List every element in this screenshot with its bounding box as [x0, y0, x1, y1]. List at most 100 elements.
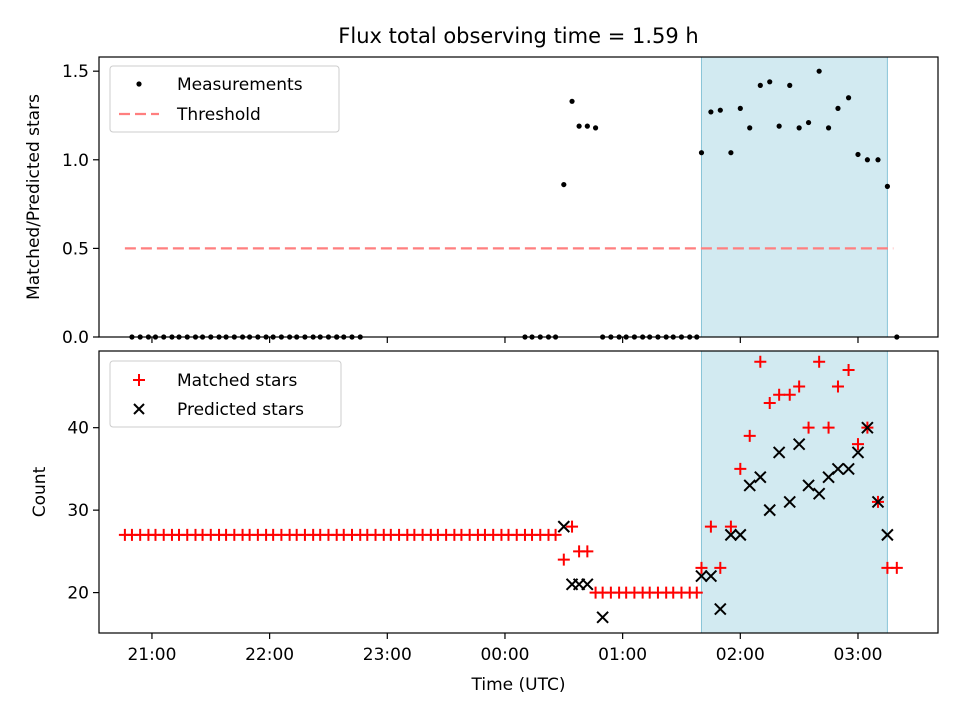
- predicted-star-point: [812, 487, 826, 500]
- legend-predicted-marker: [133, 403, 145, 415]
- top-legend: Measurements Threshold: [109, 65, 340, 133]
- x-tick-label: 21:00: [127, 645, 176, 665]
- bottom-highlight-span: [700, 350, 888, 634]
- matched-star-point: [734, 462, 747, 475]
- top-y-ticks: 0.0 0.5 1.0 1.5: [62, 62, 99, 348]
- matched-star-point: [754, 355, 767, 368]
- matched-star-point: [763, 396, 776, 409]
- matched-star-point: [783, 388, 796, 401]
- matched-star-point: [822, 421, 835, 434]
- matched-star-point: [802, 421, 815, 434]
- measurement-point: [816, 68, 822, 74]
- matched-star-point: [581, 545, 594, 558]
- predicted-star-point: [861, 421, 874, 434]
- predicted-star-point: [772, 446, 786, 459]
- matched-star-point: [851, 438, 864, 451]
- measurement-point: [747, 125, 753, 131]
- x-axis-label: Time (UTC): [471, 675, 566, 695]
- legend-measurements-label: Measurements: [177, 75, 303, 95]
- measurement-point: [805, 119, 812, 126]
- top-plot-frame: [98, 56, 939, 338]
- matched-star-point: [704, 520, 717, 533]
- measurement-point: [584, 123, 590, 129]
- bottom-y-axis-label: Count: [30, 466, 50, 517]
- predicted-star-point: [714, 602, 727, 616]
- matched-star-point: [773, 388, 786, 401]
- bottom-y-ticks: 20 30 40: [67, 419, 99, 604]
- top-y-tick-label: 1.0: [62, 151, 89, 171]
- legend-measurements-marker: [136, 81, 142, 87]
- predicted-star-point: [831, 462, 845, 476]
- measurement-point: [698, 150, 705, 156]
- predicted-star-point: [743, 479, 756, 492]
- measurement-point: [561, 181, 567, 188]
- predicted-star-point: [557, 520, 571, 533]
- predicted-star-point: [783, 495, 796, 509]
- matched-star-point: [813, 355, 826, 368]
- measurement-point: [855, 151, 861, 158]
- bottom-plot-frame: [98, 350, 939, 634]
- measurement-point: [708, 109, 714, 115]
- x-tick-label: 23:00: [363, 645, 412, 665]
- bottom-panel: 20 30 40 21:00 22:00 23:00 00:00 01:00 02:00 03:…: [30, 350, 939, 695]
- x-tick-label: 02:00: [716, 645, 765, 665]
- legend-predicted-label: Predicted stars: [177, 400, 304, 420]
- measurement-point: [592, 125, 599, 131]
- measurement-point: [864, 157, 870, 163]
- predicted-star-point: [596, 611, 609, 624]
- predicted-star-point: [763, 503, 776, 517]
- predicted-star-point: [871, 495, 885, 509]
- predicted-star-point: [881, 528, 894, 542]
- matched-star-point: [714, 561, 727, 574]
- matched-star-point: [566, 520, 579, 533]
- predicted-star-point: [792, 437, 806, 451]
- measurement-point: [796, 125, 802, 131]
- x-tick-label: 01:00: [598, 645, 647, 665]
- measurement-point: [875, 157, 881, 163]
- matched-star-point: [743, 429, 756, 442]
- matched-star-point: [690, 586, 703, 599]
- matched-star-point: [724, 520, 737, 533]
- measurement-point: [717, 107, 723, 113]
- top-legend-box: [109, 65, 340, 133]
- top-highlight-span: [700, 56, 888, 338]
- predicted-star-point: [734, 528, 747, 542]
- bottom-legend: Matched stars Predicted stars: [109, 360, 342, 428]
- bottom-y-tick-label: 40: [67, 419, 89, 439]
- predicted-star-point: [851, 446, 865, 459]
- chart-title: Flux total observing time = 1.59 h: [338, 24, 698, 48]
- legend-matched-marker: [133, 374, 145, 386]
- measurement-point: [767, 79, 773, 85]
- predicted-star-point: [754, 470, 767, 484]
- matched-star-point: [793, 380, 806, 393]
- legend-matched-label: Matched stars: [177, 371, 297, 391]
- predicted-star-point: [704, 569, 718, 583]
- measurement-point: [776, 123, 782, 129]
- top-x-ticks: [151, 337, 859, 343]
- matched-points: [118, 355, 903, 599]
- measurement-point: [576, 123, 582, 129]
- measurement-point: [737, 105, 743, 111]
- x-tick-label: 00:00: [480, 645, 529, 665]
- bottom-legend-box: [109, 360, 342, 428]
- bottom-x-ticks: 21:00 22:00 23:00 00:00 01:00 02:00 03:00: [127, 633, 882, 665]
- matched-star-point: [557, 553, 570, 566]
- top-y-tick-label: 0.5: [62, 239, 89, 259]
- predicted-points: [557, 421, 894, 624]
- top-panel: 0.0 0.5 1.0 1.5 Matched/Predicted stars Mea…: [24, 56, 939, 348]
- matched-star-point: [842, 363, 855, 376]
- predicted-star-point: [724, 528, 738, 542]
- measurement-point: [835, 105, 841, 111]
- bottom-y-tick-label: 20: [67, 584, 89, 604]
- measurement-point: [845, 95, 852, 101]
- measurement-point: [728, 150, 734, 156]
- measurement-point: [884, 183, 891, 189]
- matched-star-point: [695, 561, 708, 574]
- predicted-star-point: [581, 578, 594, 591]
- measurement-point: [787, 82, 793, 88]
- measurement-point: [757, 82, 763, 88]
- predicted-star-point: [695, 569, 708, 583]
- measurement-point: [569, 98, 575, 104]
- x-tick-label: 03:00: [833, 645, 882, 665]
